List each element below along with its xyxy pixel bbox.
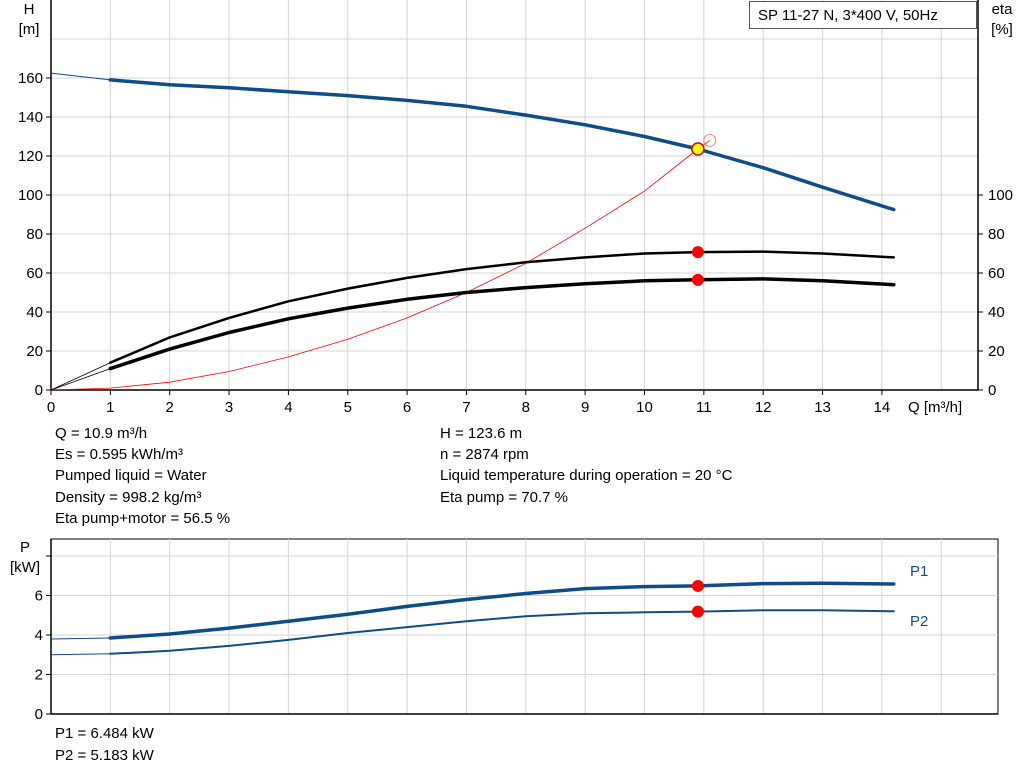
info-temp: Liquid temperature during operation = 20… (440, 467, 733, 484)
x-tick-label: 10 (636, 399, 653, 416)
x-tick-label: 7 (462, 399, 470, 416)
y-tick-label-right: 80 (988, 226, 1005, 243)
info-eta-pump: Eta pump = 70.7 % (440, 489, 568, 506)
p-y-tick-label: 4 (35, 627, 43, 644)
p-y-tick-label: 0 (35, 706, 43, 723)
p1-series-label: P1 (910, 563, 929, 580)
system-end-marker (703, 133, 717, 147)
x-tick-label: 11 (696, 399, 712, 416)
y-tick-label-right: 20 (988, 343, 1005, 360)
p2-value: P2 = 5.183 kW (55, 747, 154, 764)
eta-pump-motor-curve-extrapolated (50, 368, 111, 391)
x-tick-label: 1 (106, 399, 114, 416)
duty-point-p2 (691, 605, 704, 618)
x-tick-label: 4 (284, 399, 292, 416)
h-curve (108, 78, 896, 212)
p2-series-label: P2 (910, 613, 929, 630)
system-curve (50, 140, 711, 391)
p2-curve (109, 609, 895, 655)
y-tick-label-right: 0 (988, 382, 996, 399)
info-h: H = 123.6 m (440, 425, 523, 442)
p1-curve-extrapolated (50, 637, 111, 640)
x-tick-label: 8 (522, 399, 530, 416)
info-q: Q = 10.9 m³/h (55, 425, 148, 442)
y-tick-label-left: 0 (35, 382, 43, 399)
p-axis-label: P [kW] (10, 539, 40, 576)
h-axis-label: H [m] (18, 1, 40, 38)
eta-axis-label: eta [%] (991, 1, 1013, 38)
info-n: n = 2874 rpm (440, 446, 529, 463)
y-tick-label-left: 120 (18, 148, 43, 165)
eta-pump-motor-curve (108, 277, 896, 371)
y-tick-label-left: 160 (18, 70, 43, 87)
y-tick-label-left: 100 (18, 187, 43, 204)
x-tick-label: 12 (755, 399, 772, 416)
y-tick-label-left: 60 (26, 265, 43, 282)
p2-curve-extrapolated (50, 653, 111, 656)
duty-point-p1 (691, 579, 704, 592)
x-tick-label: 14 (874, 399, 891, 416)
y-tick-label-right: 40 (988, 304, 1005, 321)
power-chart-frame (50, 538, 999, 715)
y-tick-label-left: 140 (18, 109, 43, 126)
x-tick-label: 2 (166, 399, 174, 416)
x-tick-label: 6 (403, 399, 411, 416)
p-y-tick-label: 6 (35, 588, 43, 605)
y-tick-label-left: 20 (26, 343, 43, 360)
info-density: Density = 998.2 kg/m³ (55, 489, 202, 506)
duty-point-eta-pump-motor (691, 273, 704, 286)
eta-pump-curve (109, 250, 896, 364)
info-liquid: Pumped liquid = Water (55, 467, 207, 484)
x-tick-label: 9 (581, 399, 589, 416)
y-tick-label-left: 80 (26, 226, 43, 243)
x-tick-label: 13 (814, 399, 831, 416)
x-tick-label: 3 (225, 399, 233, 416)
p1-value: P1 = 6.484 kW (55, 725, 154, 742)
q-axis-label: Q [m³/h] (908, 399, 963, 416)
info-es: Es = 0.595 kWh/m³ (55, 446, 183, 463)
p1-curve (108, 581, 896, 640)
info-eta-pump-motor: Eta pump+motor = 56.5 % (55, 510, 231, 527)
y-tick-label-right: 100 (988, 187, 1013, 204)
duty-point-h (691, 142, 705, 156)
y-tick-label-left: 40 (26, 304, 43, 321)
pump-title-box: SP 11-27 N, 3*400 V, 50Hz (749, 1, 977, 29)
eta-pump-curve-extrapolated (50, 362, 111, 391)
x-tick-label: 0 (47, 399, 55, 416)
p-y-tick-label: 2 (35, 667, 43, 684)
h-curve-extrapolated (50, 72, 111, 81)
y-tick-label-right: 60 (988, 265, 1005, 282)
x-tick-label: 5 (344, 399, 352, 416)
duty-point-eta-pump (691, 246, 704, 259)
